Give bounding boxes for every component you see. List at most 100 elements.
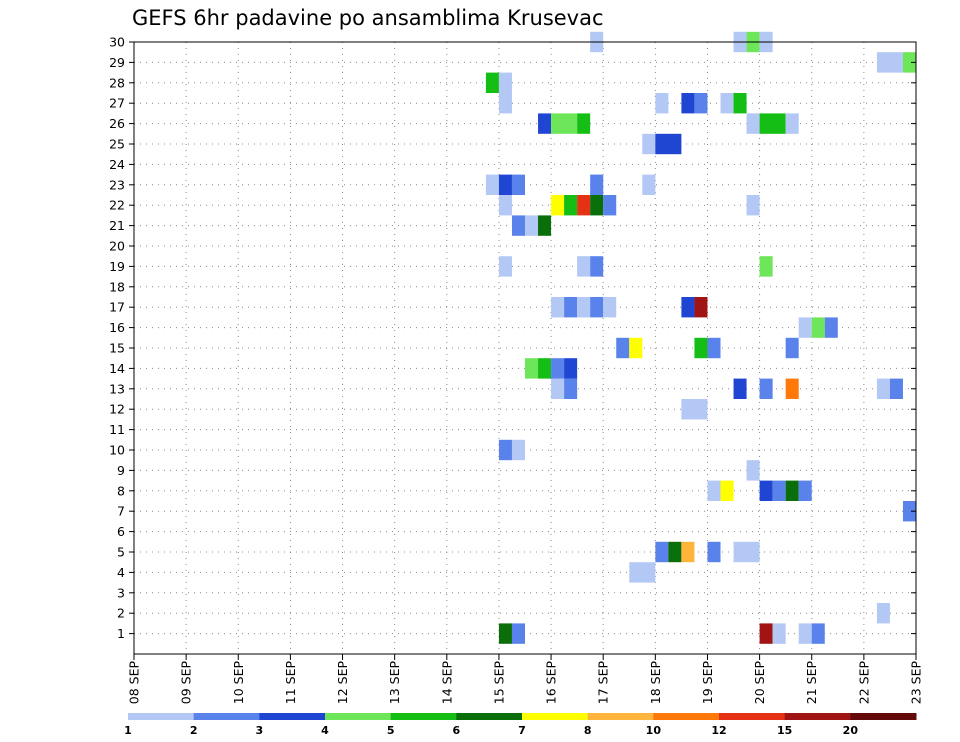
legend-color-swatch — [719, 713, 786, 720]
legend-color-swatch — [390, 713, 457, 720]
heatmap-cell — [759, 256, 773, 277]
heatmap-cell — [538, 215, 552, 236]
heatmap-cell — [655, 541, 669, 563]
heatmap-cell — [707, 480, 721, 501]
heatmap-cell — [551, 195, 565, 216]
legend-color-swatch — [456, 713, 523, 720]
heatmap-cell — [759, 480, 773, 501]
heatmap-cell — [681, 297, 695, 318]
x-tick-label: 15 SEP — [491, 661, 506, 705]
y-tick-label: 25 — [109, 137, 125, 152]
y-tick-label: 29 — [109, 55, 125, 70]
legend-label: 4 — [321, 724, 329, 737]
heatmap-cell — [785, 480, 799, 501]
heatmap-cell — [511, 215, 525, 236]
legend-color-swatch — [653, 713, 720, 720]
heatmap-cell — [498, 623, 512, 644]
heatmap-cell — [824, 317, 838, 338]
heatmap-cell — [798, 317, 812, 338]
heatmap-cell — [590, 195, 604, 216]
heatmap-cell — [525, 215, 539, 236]
y-tick-label: 2 — [117, 606, 125, 621]
y-tick-label: 11 — [109, 422, 125, 437]
heatmap-cell — [577, 113, 591, 134]
legend-label: 2 — [190, 724, 198, 737]
heatmap-cell — [590, 174, 604, 195]
heatmap-cell — [577, 195, 591, 216]
x-tick-label: 17 SEP — [596, 661, 611, 705]
y-tick-label: 1 — [117, 626, 125, 641]
heatmap-cell — [798, 623, 812, 644]
x-tick-label: 16 SEP — [544, 661, 559, 705]
legend-label: 5 — [387, 724, 395, 737]
heatmap-cell — [694, 93, 708, 114]
legend-label: 20 — [843, 724, 859, 737]
x-axis: 08 SEP 09 SEP 10 SEP 11 SEP 12 SEP 13 SEP 14 S… — [127, 654, 924, 704]
heatmap-cell — [577, 256, 591, 277]
legend-color-swatch — [850, 713, 917, 720]
heatmap-cell — [902, 52, 916, 73]
heatmap-cell — [759, 623, 773, 644]
y-tick-label: 18 — [109, 279, 125, 294]
heatmap-cell — [759, 113, 786, 134]
x-tick-label: 11 SEP — [283, 661, 298, 705]
x-tick-label: 19 SEP — [700, 661, 715, 705]
heatmap-cell — [694, 297, 708, 318]
legend-label: 3 — [256, 724, 264, 737]
heatmap-cell — [498, 72, 512, 93]
legend-label: 1 — [124, 724, 132, 737]
heatmap-cell — [720, 93, 734, 114]
heatmap-cell — [720, 480, 734, 501]
heatmap-cell — [746, 113, 760, 134]
heatmap-cell — [603, 297, 617, 318]
heatmap-cell — [889, 378, 903, 399]
heatmap-cell — [498, 93, 512, 114]
heatmap-cell — [746, 460, 760, 481]
heatmap-cell — [772, 623, 786, 644]
heatmap-cell — [707, 541, 721, 563]
legend-label: 7 — [518, 724, 526, 737]
heatmap-cell — [538, 358, 552, 379]
heatmap-cell — [681, 541, 695, 563]
heatmap-cell — [498, 256, 512, 277]
y-tick-label: 15 — [109, 341, 125, 356]
heatmap-cell — [485, 72, 499, 93]
heatmap-cell — [525, 358, 539, 379]
y-tick-label: 13 — [109, 381, 125, 396]
heatmap-cell — [590, 297, 604, 318]
heatmap-cell — [551, 358, 565, 379]
heatmap-cell — [811, 317, 825, 338]
heatmap-cell — [681, 399, 708, 420]
heatmap-cell — [746, 195, 760, 216]
heatmap-cell — [655, 133, 682, 155]
heatmap-cell — [590, 256, 604, 277]
heatmap-cell — [485, 174, 499, 195]
heatmap-cell — [629, 337, 643, 359]
legend-label: 8 — [584, 724, 592, 737]
y-tick-label: 19 — [109, 259, 125, 274]
heatmap-cell — [876, 52, 903, 73]
heatmap-cell — [511, 439, 525, 461]
y-tick-label: 24 — [109, 157, 125, 172]
heatmap-cell — [577, 297, 591, 318]
y-tick-label: 22 — [109, 198, 125, 213]
heatmap-cell — [733, 541, 760, 563]
legend-label: 10 — [646, 724, 662, 737]
heatmap-cell — [551, 113, 578, 134]
heatmap-cell — [511, 174, 525, 195]
y-tick-label: 30 — [109, 35, 125, 50]
y-tick-label: 26 — [109, 116, 125, 131]
heatmap-cell — [603, 195, 617, 216]
heatmap-cell — [759, 378, 773, 399]
x-tick-label: 10 SEP — [231, 661, 246, 705]
heatmap-cell — [642, 174, 656, 195]
heatmap-cell — [629, 562, 656, 583]
y-tick-label: 7 — [117, 504, 125, 519]
heatmap-cell — [707, 337, 721, 359]
y-tick-label: 3 — [117, 585, 125, 600]
heatmap-cell — [681, 93, 695, 114]
y-tick-label: 8 — [117, 483, 125, 498]
y-tick-label: 28 — [109, 75, 125, 90]
y-tick-label: 20 — [109, 239, 125, 254]
heatmap-cell — [733, 378, 747, 399]
